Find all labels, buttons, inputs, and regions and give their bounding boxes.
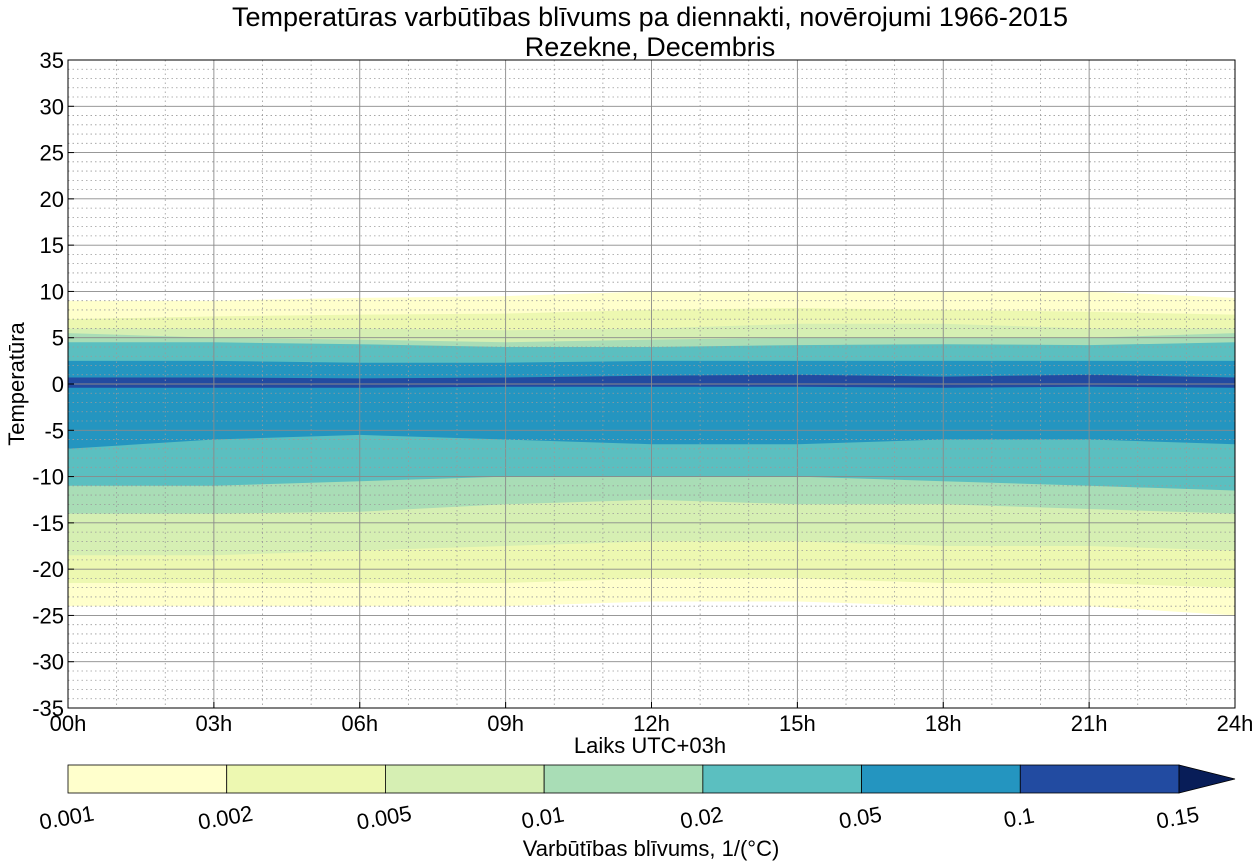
plot-area: 35 30 25 20 15 10 5 0 -5 -10 -15 -20 -25 -30 -35 00h 03… xyxy=(32,48,1253,736)
colorbar-label: Varbūtības blīvums, 1/(°C) xyxy=(523,836,780,861)
chart-subtitle: Rezekne, Decembris xyxy=(525,32,776,62)
x-tick-label: 21h xyxy=(1071,711,1108,736)
y-tick-label: -30 xyxy=(32,650,64,675)
colorbar-segments xyxy=(67,764,1236,794)
x-tick-label: 09h xyxy=(487,711,524,736)
y-tick-label: 30 xyxy=(40,94,64,119)
y-tick-label: -35 xyxy=(32,696,64,721)
x-tick-label: 15h xyxy=(779,711,816,736)
colorbar-tick-label: 0.15 xyxy=(1154,802,1201,834)
y-tick-label: 15 xyxy=(40,233,64,258)
x-tick-label: 18h xyxy=(925,711,962,736)
y-tick-label: 20 xyxy=(40,187,64,212)
colorbar-tick-label: 0.001 xyxy=(37,801,96,835)
y-tick-label: 25 xyxy=(40,141,64,166)
y-tick-label: 0 xyxy=(52,372,64,397)
colorbar-tick-label: 0.02 xyxy=(678,802,725,834)
x-axis-ticks: 00h 03h 06h 09h 12h 15h 18h 21h 24h xyxy=(50,702,1254,736)
colorbar-tick-label: 0.05 xyxy=(837,802,884,834)
colorbar-tick-label: 0.1 xyxy=(1002,803,1036,833)
colorbar: 0.001 0.002 0.005 0.01 0.02 0.05 0.1 0.15 Varbū… xyxy=(37,764,1236,861)
y-tick-label: -20 xyxy=(32,557,64,582)
colorbar-tick-label: 0.002 xyxy=(196,801,255,835)
colorbar-extend-arrow xyxy=(1178,764,1236,794)
colorbar-tick-label: 0.005 xyxy=(355,801,414,835)
grid-lines xyxy=(68,60,1235,708)
colorbar-tick-label: 0.01 xyxy=(520,802,567,834)
y-axis-ticks: 35 30 25 20 15 10 5 0 -5 -10 -15 -20 -25 -30 -35 xyxy=(32,48,74,721)
y-tick-label: -25 xyxy=(32,603,64,628)
colorbar-segment xyxy=(543,764,704,794)
x-axis-label: Laiks UTC+03h xyxy=(574,733,726,758)
colorbar-segment xyxy=(1019,764,1180,794)
colorbar-segment xyxy=(67,764,228,794)
colorbar-segment xyxy=(385,764,545,794)
y-tick-label: -10 xyxy=(32,465,64,490)
y-tick-label: 10 xyxy=(40,279,64,304)
colorbar-segment xyxy=(861,764,1021,794)
x-tick-label: 12h xyxy=(633,711,670,736)
colorbar-segment xyxy=(702,764,862,794)
colorbar-ticks: 0.001 0.002 0.005 0.01 0.02 0.05 0.1 0.15 xyxy=(37,801,1201,835)
chart-title: Temperatūras varbūtības blīvums pa dienn… xyxy=(232,2,1068,32)
x-tick-label: 06h xyxy=(341,711,378,736)
x-tick-label: 24h xyxy=(1217,711,1254,736)
x-tick-label: 00h xyxy=(50,711,87,736)
y-tick-label: 5 xyxy=(52,326,64,351)
y-tick-label: -15 xyxy=(32,511,64,536)
y-axis-label: Temperatūra xyxy=(4,321,29,445)
x-tick-label: 03h xyxy=(196,711,233,736)
colorbar-segment xyxy=(226,764,386,794)
y-tick-label: -5 xyxy=(44,418,64,443)
y-tick-label: 35 xyxy=(40,48,64,73)
